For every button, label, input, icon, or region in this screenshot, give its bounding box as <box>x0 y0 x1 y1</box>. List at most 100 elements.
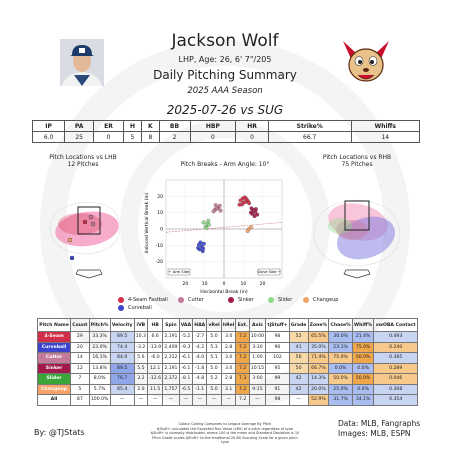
legend-label: Curveball <box>128 305 152 311</box>
pitch-table-cell: 42 <box>288 373 309 385</box>
report-title: Daily Pitching Summary <box>153 68 297 82</box>
pitch-table-cell: 7.3 <box>235 373 250 385</box>
pitch-name-cell: Cutter <box>36 352 72 364</box>
pitch-name-cell: 4-Seam <box>36 331 72 343</box>
pitch-table-cell: 89.5 <box>109 362 135 374</box>
pitch-table-cell: 87 <box>70 394 90 406</box>
break-point <box>201 241 206 246</box>
locations-rhb-title: Pitch Locations vs RHB 75 Pitches <box>302 154 412 168</box>
box-header-cell: HR <box>235 120 269 132</box>
pitch-table-cell: 76.7 <box>109 373 135 385</box>
pitch-table-cell: 0.046 <box>373 373 418 385</box>
pitch-table-row: All 87 100.0% — — — — — — — —7.2—98—52.9% 31.7% 34.1… <box>36 394 418 406</box>
images-source: Images: MLB, ESPN <box>338 429 411 438</box>
pitch-table-cell: -12.6 <box>147 373 164 385</box>
box-value-cell: 8 <box>141 131 160 143</box>
box-value-cell: 66.7 <box>267 131 352 143</box>
pitch-table-row: Slider 7 8.0% 76.7 3.2 -12.6 2,372 -8.1 -4.8 5.2 2… <box>36 373 418 385</box>
chart-title: Pitch Breaks - Arm Angle: 10° <box>180 161 270 168</box>
pitch-table-cell: 12.1 <box>147 362 164 374</box>
break-point <box>196 242 201 247</box>
rhb-home-plate <box>343 269 371 279</box>
rhb-strike-zone <box>344 200 370 231</box>
pitch-table-cell: 0.308 <box>373 383 418 395</box>
pitch-table-cell: 99 <box>265 373 290 385</box>
footer-note: tjStuff+ is normally distributed, where … <box>150 431 300 435</box>
break-point <box>204 226 209 230</box>
pitch-table-cell: -9.3 <box>178 341 194 353</box>
legend-label: Sinker <box>238 297 254 303</box>
legend-item: Cutter <box>178 297 204 303</box>
break-point <box>214 206 219 211</box>
player-name: Jackson Wolf <box>171 31 279 51</box>
break-point <box>245 229 250 234</box>
pitch-table-cell: -1.1 <box>192 383 208 395</box>
box-score-value-row: 6.0 25 0 5 8 2 0 0 66.7 14 <box>31 131 421 143</box>
pitch-table-header-cell: vRel <box>206 318 222 332</box>
pitch-table-cell: 5.2 <box>206 373 222 385</box>
pitch-table-cell: 20.0% <box>307 383 330 395</box>
pitch-table-cell: 50 <box>288 362 309 374</box>
pitch-table-cell: 10:00 <box>248 331 267 343</box>
pitch-table-cell: 5.3 <box>206 341 222 353</box>
break-point <box>237 202 242 207</box>
legend-item: 4-Seam Fastball <box>118 297 168 303</box>
pitch-table-cell: 85.4 <box>109 383 135 395</box>
pitch-table-cell: 95 <box>265 362 290 374</box>
pitch-table-row: Sinker 12 13.8% 89.5 5.5 12.1 2,191 -6.1 -1.8 5.0… <box>36 362 418 374</box>
pitch-table-cell: 2,191 <box>162 362 180 374</box>
box-header-cell: K <box>141 120 160 132</box>
pitch-name-cell: All <box>36 394 72 406</box>
pitch-table-cell: 7.2 <box>235 341 250 353</box>
pitch-table-cell: 50.0% <box>328 373 353 385</box>
pitch-table-cell: 10:15 <box>248 362 267 374</box>
pitch-break-chart: 20 20 10 10 0 0 10 -10 20 -20 ← Arm Side Glove Side… <box>144 179 283 295</box>
pitch-table-header-cell: xwOBA Contact <box>373 318 418 332</box>
pitch-table-cell: 65.5% <box>307 331 330 343</box>
pitch-table-row: Cutter 14 16.1% 84.0 5.6 -6.0 2,312 -6.1 -4.0 5.1… <box>36 352 418 364</box>
pitch-table-cell: 23.0% <box>88 341 111 353</box>
footer-notes: Colour Coding Compares to League Average… <box>150 422 300 445</box>
pitch-table-cell: 75.0% <box>351 341 375 353</box>
break-point <box>249 206 254 211</box>
break-point <box>217 203 222 208</box>
x-tick-label: 10 <box>202 281 208 287</box>
arm-side-box <box>167 268 191 276</box>
credit-text: By: @TJStats <box>34 428 85 437</box>
footer-note: Colour Coding Compares to League Average… <box>178 422 272 426</box>
chart-y-label: Induced Vertical Break (in) <box>144 192 150 253</box>
break-point <box>206 218 211 223</box>
pitch-table-header-cell: HB <box>147 318 164 332</box>
pitch-table-cell: 7.2 <box>235 331 250 343</box>
lhb-strike-zone <box>77 206 101 235</box>
pitch-table-cell: -5.2 <box>178 331 194 343</box>
pitch-table-cell: — <box>178 394 194 406</box>
pitch-table-cell: 16.1% <box>88 352 111 364</box>
pitch-table-cell: 52.9% <box>307 394 330 406</box>
pitch-table-cell: -6.1 <box>178 352 194 364</box>
pitch-table-cell: 1:00 <box>248 352 267 364</box>
pitch-table-cell: 7 <box>70 373 90 385</box>
pitch-table-cell: 29 <box>70 331 90 343</box>
pitch-table-cell: 74.4 <box>109 341 135 353</box>
box-value-cell: 5 <box>122 131 143 143</box>
legend-label: Changeup <box>313 297 339 303</box>
break-point <box>201 220 206 225</box>
pitch-table-cell: 98 <box>265 394 290 406</box>
pitch-table-cell: 25.0% <box>328 383 353 395</box>
footer-note: tjStuff+ calculates the Expected Run Val… <box>156 426 293 431</box>
pitch-table-cell: 14 <box>70 352 90 364</box>
pitch-table-header-cell: Axis <box>248 318 267 332</box>
pitch-table-cell: 2,191 <box>162 331 180 343</box>
break-point <box>253 207 258 211</box>
arm-side-label: ← Arm Side <box>169 270 190 274</box>
pitch-table-cell: 89.5 <box>109 331 135 343</box>
pitch-table-cell: — <box>162 394 180 406</box>
pitch-table-cell: 41 <box>288 341 309 353</box>
x-tick-label: 20 <box>260 281 266 287</box>
player-headshot <box>60 39 104 86</box>
pitch-table-cell: 20 <box>70 341 90 353</box>
legend-swatch <box>303 297 309 303</box>
pitch-table-cell: 1,757 <box>162 383 180 395</box>
pitch-table-cell: 35.0% <box>307 341 330 353</box>
